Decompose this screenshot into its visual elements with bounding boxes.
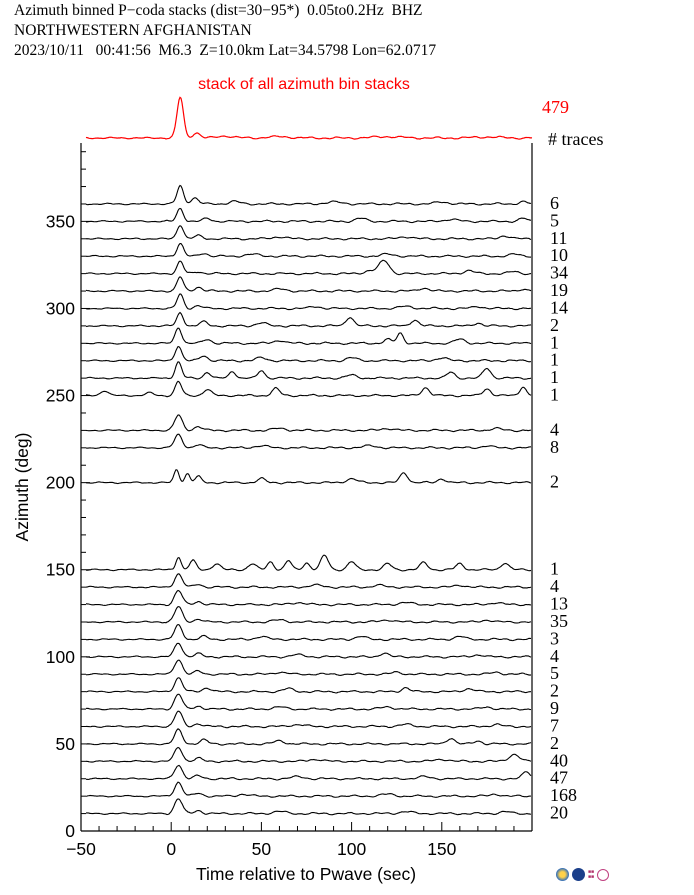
trace-count-label: 8 [550,437,559,457]
trace-count-label: 2 [550,681,559,701]
trace-line [85,677,532,694]
trace-count-label: 4 [550,646,559,666]
trace-line [85,259,532,276]
trace-count-label: 20 [550,803,568,823]
trace-line [85,346,532,363]
trace-line [85,184,532,206]
earthscope-logo-icon [597,868,610,881]
trace-count-label: 4 [550,576,559,596]
trace-line [85,728,532,746]
trace-count-label: 1 [550,332,559,352]
trace-count-label: 1 [550,385,559,405]
cage-sage-logo-icon: ■■ ■■ [588,868,595,880]
trace-line [85,781,532,798]
trace-count-label: 1 [550,559,559,579]
trace-count-label: 34 [550,263,568,283]
x-axis-label: Time relative to Pwave (sec) [196,864,416,884]
trace-line [85,225,532,241]
trace-count-label: 1 [550,367,559,387]
trace-count-label: 14 [550,297,568,317]
trace-line [85,693,532,711]
trace-line [85,642,532,659]
trace-line [85,623,532,642]
trace-count-label: 5 [550,663,559,683]
trace-line [85,573,532,589]
trace-line [85,764,532,781]
trace-count-label: 5 [550,210,559,230]
y-axis-label: Azimuth (deg) [12,433,32,542]
header-line-2: NORTHWESTERN AFGHANISTAN [14,22,252,39]
trace-line [85,276,532,293]
trace-count-label: 4 [550,419,559,439]
trace-line [85,746,532,764]
trace-count-label: 40 [550,750,568,770]
trace-line [85,433,532,450]
trace-count-label: 2 [550,733,559,753]
trace-count-label: 19 [550,280,568,300]
usgs-logo-icon [572,868,585,881]
y-tick-label: 100 [46,647,75,667]
trace-count-label: 1 [550,350,559,370]
trace-line [85,606,532,624]
trace-count-label: 9 [550,698,559,718]
trace-line [85,311,532,328]
trace-line [85,207,532,224]
trace-count-label: 168 [550,785,577,805]
trace-count-label: 2 [550,472,559,492]
stack-line [85,96,533,140]
trace-line [85,327,532,346]
trace-line [85,380,532,398]
y-tick-label: 200 [46,473,75,493]
trace-line [85,414,532,433]
y-tick-label: 300 [46,298,75,318]
trace-count-label: 13 [550,594,568,614]
x-tick-label: 50 [252,839,272,859]
header-line-1: Azimuth binned P−coda stacks (dist=30−95… [14,2,423,19]
x-tick-label: 150 [427,839,456,859]
trace-line [85,469,532,485]
trace-line [85,589,532,607]
x-tick-label: −50 [66,839,96,859]
trace-group: 6511103419142111148214133534529724047168… [85,184,577,823]
trace-line [85,293,532,311]
trace-count-label: 10 [550,245,568,265]
y-tick-label: 150 [46,560,75,580]
x-tick-label: 100 [337,839,366,859]
trace-count-label: 3 [550,628,559,648]
trace-line [85,659,532,676]
stack-trace-count: 479 [542,97,569,117]
y-tick-label: 50 [56,734,76,754]
nsf-logo-icon [556,868,569,881]
trace-count-label: 47 [550,768,568,788]
trace-count-label: 2 [550,315,559,335]
y-tick-label: 0 [65,821,75,841]
trace-line [85,798,532,816]
header-line-3: 2023/10/11 00:41:56 M6.3 Z=10.0km Lat=34… [14,42,437,59]
trace-line [85,710,532,729]
trace-count-label: 7 [550,715,559,735]
trace-count-header: # traces [548,129,603,149]
y-tick-label: 350 [46,211,75,231]
trace-count-label: 11 [550,228,567,248]
trace-line [85,243,532,259]
stack-panel [85,96,533,140]
trace-line [85,361,532,380]
x-tick-label: 0 [166,839,176,859]
trace-count-label: 35 [550,611,568,631]
trace-count-label: 6 [550,193,559,213]
agency-logos: ■■ ■■ [556,868,610,881]
stack-label: stack of all azimuth bin stacks [198,76,410,93]
y-tick-label: 250 [46,386,75,406]
trace-line [85,554,532,572]
